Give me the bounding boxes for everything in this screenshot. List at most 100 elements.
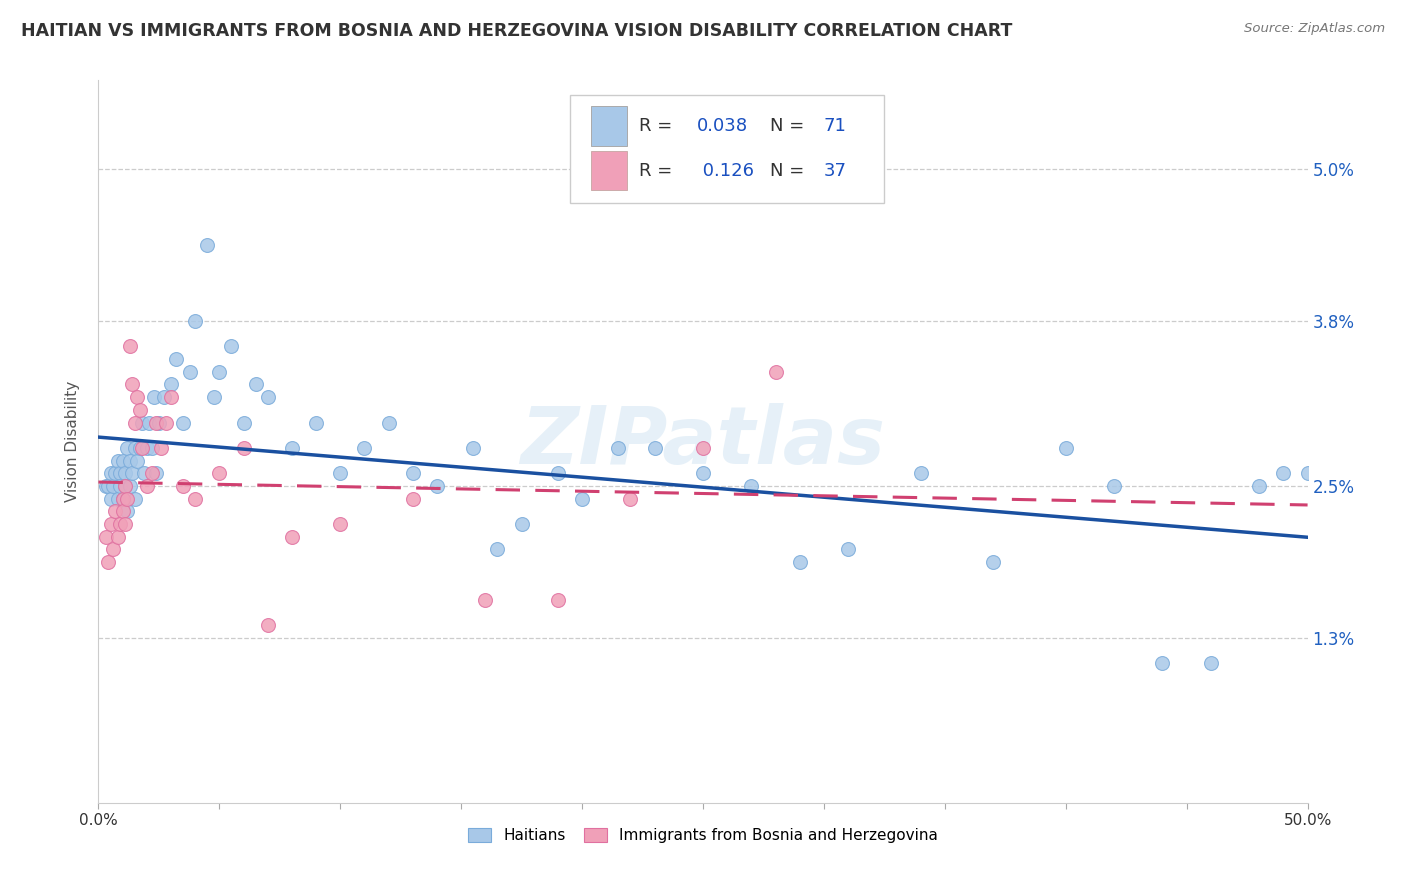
Text: 37: 37 — [824, 161, 846, 179]
Point — [1102, 479, 1125, 493]
Point — [353, 441, 375, 455]
Point — [232, 441, 254, 455]
Text: HAITIAN VS IMMIGRANTS FROM BOSNIA AND HERZEGOVINA VISION DISABILITY CORRELATION : HAITIAN VS IMMIGRANTS FROM BOSNIA AND HE… — [21, 22, 1012, 40]
Point — [94, 479, 117, 493]
Text: R =: R = — [638, 161, 678, 179]
Point — [131, 441, 153, 455]
Point — [121, 467, 143, 481]
Point — [765, 365, 787, 379]
Text: N =: N = — [769, 161, 810, 179]
Point — [118, 339, 141, 353]
Point — [837, 542, 859, 557]
Point — [108, 467, 131, 481]
Y-axis label: Vision Disability: Vision Disability — [65, 381, 80, 502]
Point — [1249, 479, 1271, 493]
Point — [160, 390, 183, 404]
Point — [184, 314, 207, 328]
Point — [692, 441, 714, 455]
Text: N =: N = — [769, 117, 810, 135]
Point — [134, 467, 156, 481]
Point — [329, 467, 352, 481]
Point — [107, 453, 129, 467]
Point — [124, 416, 146, 430]
Point — [172, 416, 194, 430]
Point — [547, 593, 569, 607]
Point — [221, 339, 243, 353]
Text: R =: R = — [638, 117, 678, 135]
Point — [510, 516, 533, 531]
Point — [195, 238, 218, 252]
Point — [1199, 657, 1222, 671]
Point — [114, 479, 136, 493]
Point — [118, 453, 141, 467]
Point — [740, 479, 762, 493]
Point — [1296, 467, 1319, 481]
Point — [256, 618, 278, 632]
Point — [138, 416, 160, 430]
Point — [124, 491, 146, 506]
Point — [377, 416, 399, 430]
Point — [100, 467, 122, 481]
Point — [127, 390, 149, 404]
Point — [145, 416, 167, 430]
Point — [281, 530, 304, 544]
Point — [402, 467, 425, 481]
Point — [128, 441, 150, 455]
Point — [150, 441, 173, 455]
Text: ZIPatlas: ZIPatlas — [520, 402, 886, 481]
Point — [402, 491, 425, 506]
Point — [619, 491, 641, 506]
Point — [114, 467, 136, 481]
Point — [329, 516, 352, 531]
Text: 71: 71 — [824, 117, 846, 135]
Point — [108, 516, 131, 531]
Point — [208, 365, 231, 379]
Point — [981, 555, 1004, 569]
Point — [607, 441, 630, 455]
Point — [204, 390, 226, 404]
Point — [111, 491, 134, 506]
Point — [111, 504, 134, 518]
Point — [104, 504, 127, 518]
Point — [114, 479, 136, 493]
Point — [165, 352, 187, 367]
Point — [114, 516, 136, 531]
Point — [107, 530, 129, 544]
Point — [100, 491, 122, 506]
Point — [135, 479, 157, 493]
Point — [486, 542, 509, 557]
Point — [148, 416, 170, 430]
Point — [789, 555, 811, 569]
Point — [232, 416, 254, 430]
Point — [135, 441, 157, 455]
Point — [117, 491, 139, 506]
Point — [910, 467, 932, 481]
Point — [571, 491, 593, 506]
Legend: Haitians, Immigrants from Bosnia and Herzegovina: Haitians, Immigrants from Bosnia and Her… — [463, 822, 943, 849]
Text: 0.126: 0.126 — [697, 161, 754, 179]
Point — [131, 416, 153, 430]
Point — [644, 441, 666, 455]
Point — [141, 441, 163, 455]
Point — [117, 504, 139, 518]
Point — [100, 516, 122, 531]
FancyBboxPatch shape — [569, 95, 884, 203]
Point — [108, 479, 131, 493]
Point — [426, 479, 449, 493]
Point — [474, 593, 496, 607]
Point — [692, 467, 714, 481]
Point — [547, 467, 569, 481]
Point — [141, 467, 163, 481]
Point — [124, 441, 146, 455]
Point — [245, 377, 267, 392]
Point — [128, 402, 150, 417]
Point — [101, 542, 124, 557]
Text: 0.038: 0.038 — [697, 117, 748, 135]
Point — [1054, 441, 1077, 455]
Point — [111, 491, 134, 506]
Point — [97, 555, 120, 569]
Point — [256, 390, 278, 404]
Point — [184, 491, 207, 506]
Point — [463, 441, 485, 455]
Point — [101, 479, 124, 493]
